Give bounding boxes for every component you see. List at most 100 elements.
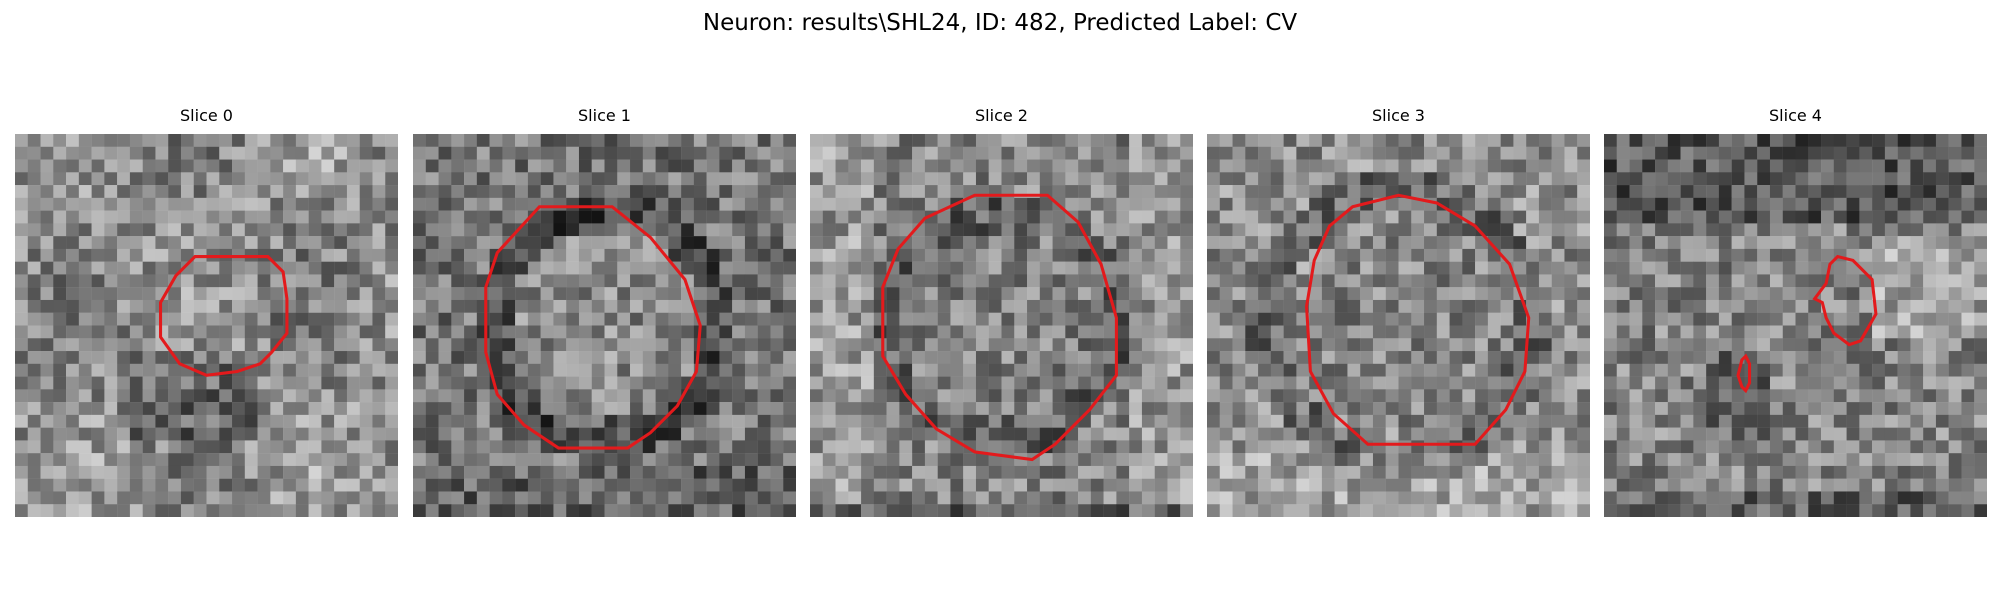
slice-pixel bbox=[1449, 159, 1463, 173]
slice-pixel bbox=[1833, 363, 1847, 377]
slice-pixel bbox=[346, 351, 360, 364]
slice-pixel bbox=[117, 402, 131, 416]
slice-pixel bbox=[835, 376, 849, 390]
slice-pixel bbox=[757, 465, 771, 479]
slice-pixel bbox=[117, 465, 131, 479]
slice-pixel bbox=[15, 376, 28, 390]
slice-pixel bbox=[129, 197, 143, 211]
slice-pixel bbox=[1718, 402, 1732, 416]
slice-pixel bbox=[693, 236, 707, 250]
slice-pixel bbox=[1872, 134, 1886, 147]
slice-pixel bbox=[937, 363, 951, 377]
slice-pixel bbox=[1167, 159, 1181, 173]
slice-pixel bbox=[706, 261, 720, 275]
slice-pixel bbox=[1207, 287, 1220, 301]
slice-pixel bbox=[861, 134, 875, 147]
slice-pixel bbox=[848, 504, 862, 517]
slice-pixel bbox=[963, 478, 977, 492]
slice-pixel bbox=[1948, 185, 1962, 199]
slice-pixel bbox=[91, 338, 105, 352]
slice-pixel bbox=[1309, 338, 1323, 352]
slice-pixel bbox=[489, 159, 503, 173]
slice-pixel bbox=[963, 325, 977, 339]
slice-pixel bbox=[1283, 159, 1297, 173]
slice-pixel bbox=[219, 185, 233, 199]
slice-pixel bbox=[244, 478, 258, 492]
slice-pixel bbox=[1642, 363, 1656, 377]
slice-pixel bbox=[295, 376, 309, 390]
slice-pixel bbox=[1821, 197, 1834, 211]
slice-pixel bbox=[757, 478, 771, 492]
slice-pixel bbox=[527, 274, 541, 288]
slice-pixel bbox=[527, 287, 541, 301]
slice-pixel bbox=[1141, 261, 1155, 275]
slice-pixel bbox=[1884, 402, 1898, 416]
slice-pixel bbox=[848, 453, 862, 467]
slice-pixel bbox=[359, 134, 373, 147]
slice-pixel bbox=[66, 465, 80, 479]
slice-pixel bbox=[642, 287, 656, 301]
slice-pixel bbox=[1398, 325, 1412, 339]
slice-pixel bbox=[129, 134, 143, 147]
slice-pixel bbox=[1808, 172, 1822, 186]
slice-pixel bbox=[372, 146, 386, 160]
slice-pixel bbox=[988, 338, 1002, 352]
slice-pixel bbox=[1039, 363, 1053, 377]
slice-pixel bbox=[270, 351, 284, 364]
slice-pixel bbox=[78, 197, 92, 211]
slice-pixel bbox=[515, 338, 529, 352]
slice-pixel bbox=[1424, 402, 1437, 416]
slice-pixel bbox=[873, 325, 887, 339]
slice-pixel bbox=[1616, 465, 1630, 479]
slice-pixel bbox=[1693, 389, 1707, 403]
slice-pixel bbox=[489, 274, 503, 288]
slice-pixel bbox=[1116, 172, 1130, 186]
slice-pixel bbox=[464, 376, 478, 390]
slice-pixel bbox=[232, 440, 245, 454]
slice-pixel bbox=[451, 236, 465, 250]
slice-pixel bbox=[180, 376, 194, 390]
slice-pixel bbox=[963, 236, 977, 250]
slice-image-2 bbox=[810, 134, 1193, 517]
slice-pixel bbox=[1642, 210, 1656, 224]
slice-pixel bbox=[1884, 248, 1898, 262]
slice-pixel bbox=[848, 248, 862, 262]
slice-pixel bbox=[1129, 504, 1143, 517]
slice-pixel bbox=[425, 376, 439, 390]
slice-pixel bbox=[1706, 338, 1720, 352]
slice-pixel bbox=[1538, 261, 1552, 275]
slice-pixel bbox=[1424, 504, 1437, 517]
slice-pixel bbox=[937, 159, 951, 173]
slice-pixel bbox=[924, 146, 938, 160]
slice-pixel bbox=[1258, 287, 1272, 301]
slice-pixel bbox=[1974, 299, 1987, 313]
slice-pixel bbox=[1296, 185, 1310, 199]
slice-pixel bbox=[1757, 427, 1771, 441]
slice-pixel bbox=[1398, 134, 1412, 147]
slice-pixel bbox=[810, 287, 823, 301]
slice-pixel bbox=[1167, 236, 1181, 250]
slice-pixel bbox=[1385, 172, 1399, 186]
slice-pixel bbox=[168, 185, 182, 199]
slice-pixel bbox=[1014, 478, 1028, 492]
slice-pixel bbox=[232, 274, 245, 288]
slice-pixel bbox=[1487, 402, 1501, 416]
slice-pixel bbox=[321, 351, 335, 364]
slice-pixel bbox=[334, 223, 348, 237]
slice-pixel bbox=[180, 287, 194, 301]
slice-pixel bbox=[1141, 197, 1155, 211]
slice-pixel bbox=[1296, 376, 1310, 390]
slice-pixel bbox=[425, 287, 439, 301]
slice-pixel bbox=[464, 287, 478, 301]
slice-pixel bbox=[142, 351, 156, 364]
slice-pixel bbox=[1974, 172, 1987, 186]
slice-pixel bbox=[1846, 351, 1860, 364]
slice-pixel bbox=[810, 414, 823, 428]
slice-pixel bbox=[732, 236, 746, 250]
slice-pixel bbox=[937, 248, 951, 262]
slice-pixel bbox=[1462, 376, 1476, 390]
slice-pixel bbox=[193, 146, 207, 160]
slice-pixel bbox=[604, 287, 618, 301]
slice-pixel bbox=[1500, 414, 1514, 428]
slice-pixel bbox=[770, 414, 784, 428]
